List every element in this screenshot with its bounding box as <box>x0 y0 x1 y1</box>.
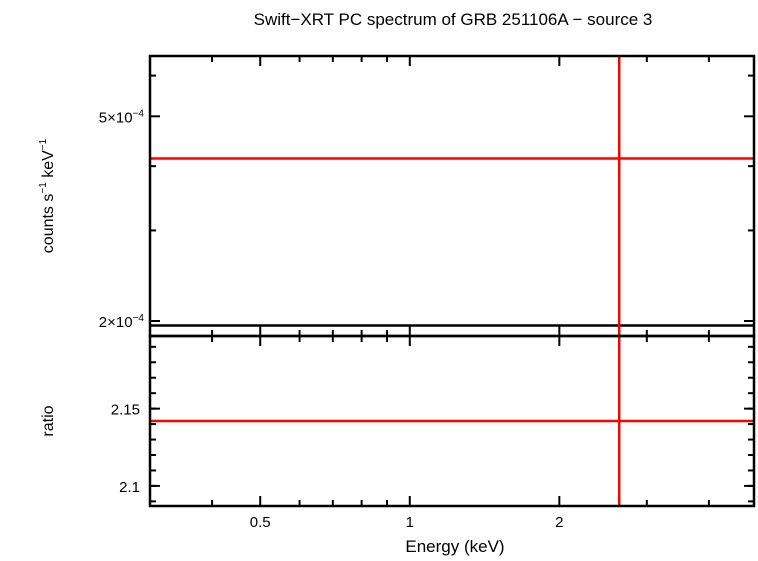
x-tick-label: 0.5 <box>250 514 271 531</box>
chart-title: Swift−XRT PC spectrum of GRB 251106A − s… <box>254 10 653 29</box>
y-tick-label: 2.15 <box>111 402 140 419</box>
panel-frame-ratio <box>148 334 756 508</box>
y-tick-label: 5×10−4 <box>99 108 145 126</box>
x-tick-label: 1 <box>406 514 414 531</box>
y-tick-label: 2.1 <box>119 479 140 496</box>
x-tick-label: 2 <box>555 514 563 531</box>
y-tick-label: 2×10−4 <box>99 313 145 331</box>
panel-frame-spectrum <box>148 54 756 338</box>
x-axis-label: Energy (keV) <box>405 537 504 556</box>
y-axis-label-bottom: ratio <box>40 405 57 436</box>
y-axis-label-top: counts s−1 keV−1 <box>38 138 57 253</box>
